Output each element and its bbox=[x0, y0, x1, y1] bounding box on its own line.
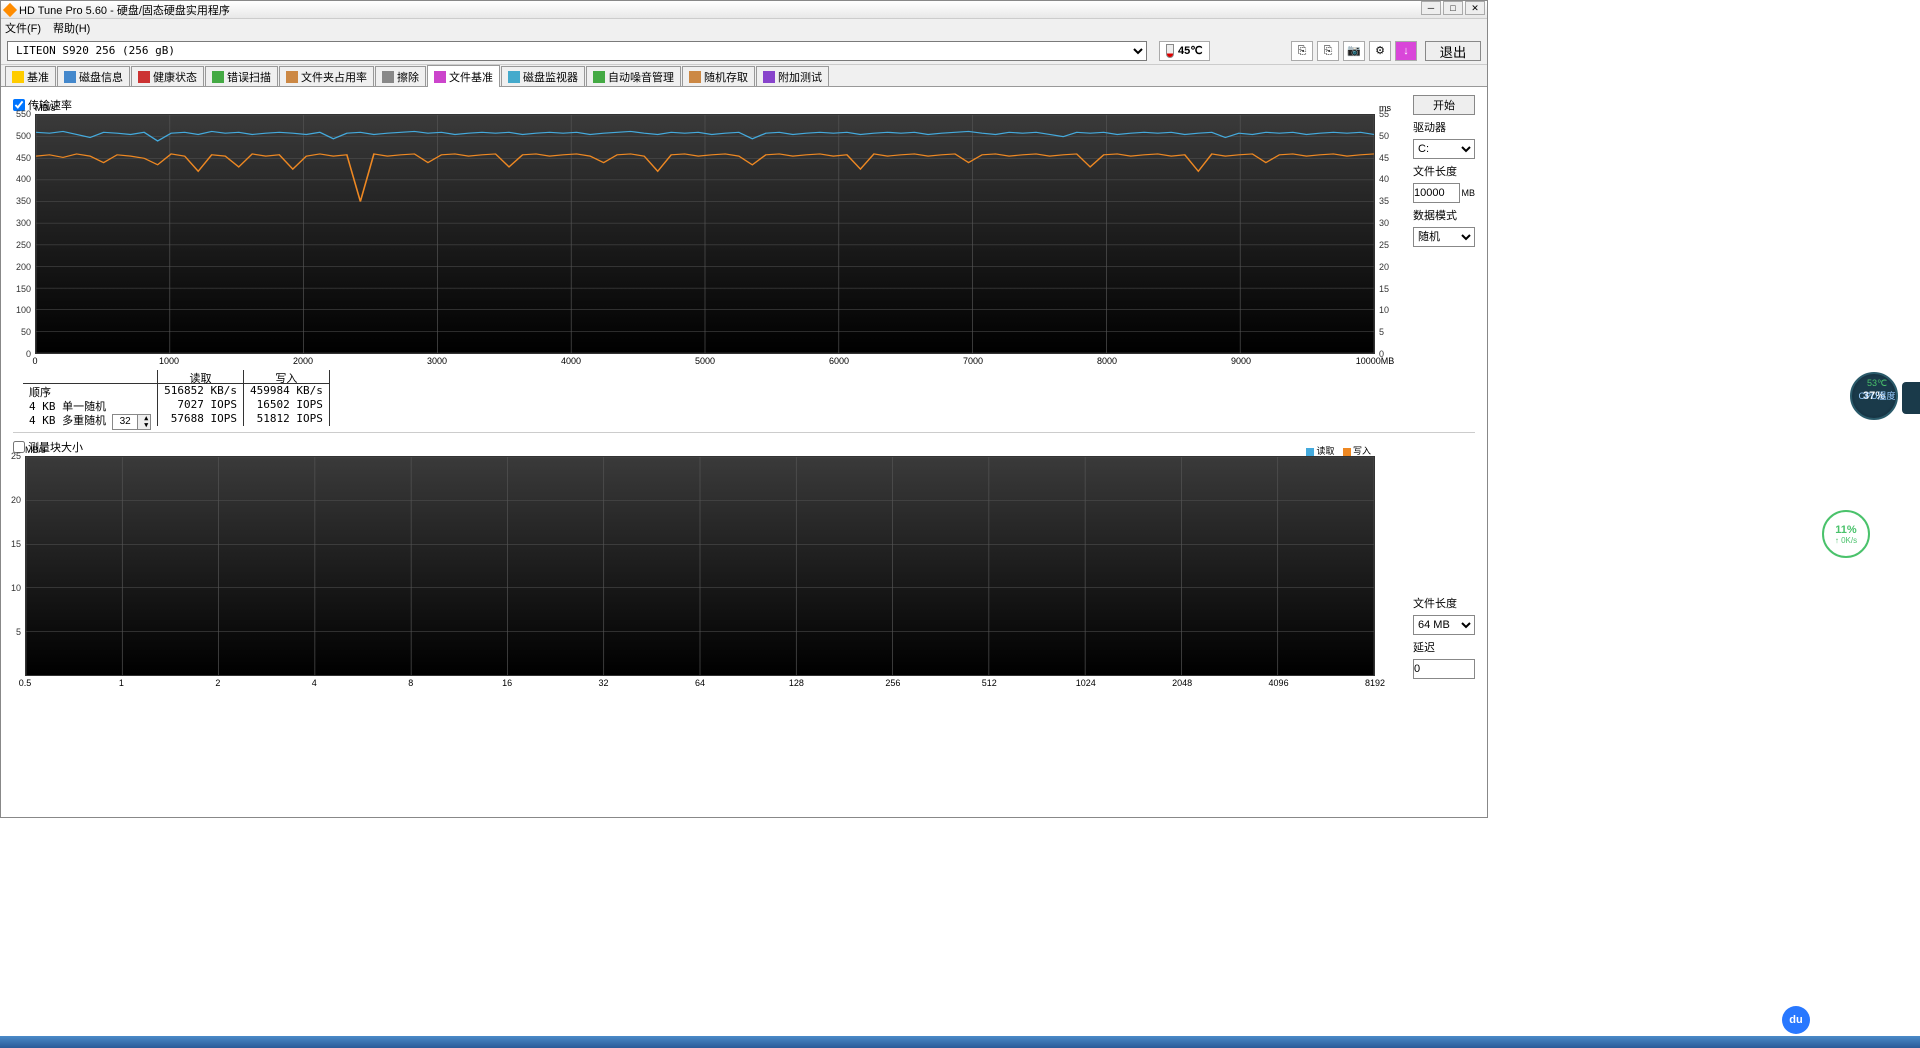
drive-label: 驱动器 bbox=[1413, 119, 1475, 135]
chart2 bbox=[25, 456, 1375, 676]
tab-随机存取[interactable]: 随机存取 bbox=[682, 66, 755, 86]
tab-icon bbox=[286, 71, 298, 83]
tab-icon bbox=[593, 71, 605, 83]
titlebar[interactable]: HD Tune Pro 5.60 - 硬盘/固态硬盘实用程序 ─ □ ✕ bbox=[1, 1, 1487, 19]
tab-擦除[interactable]: 擦除 bbox=[375, 66, 426, 86]
row-sequential: 顺序 bbox=[23, 384, 157, 398]
tab-icon bbox=[12, 71, 24, 83]
tab-icon bbox=[508, 71, 520, 83]
app-window: HD Tune Pro 5.60 - 硬盘/固态硬盘实用程序 ─ □ ✕ 文件(… bbox=[0, 0, 1488, 818]
start-button[interactable]: 开始 bbox=[1413, 95, 1475, 115]
tab-健康状态[interactable]: 健康状态 bbox=[131, 66, 204, 86]
blocksize-checkbox-row: 测量块大小 bbox=[13, 439, 1475, 455]
menu-help[interactable]: 帮助(H) bbox=[53, 20, 90, 36]
row-4kb-multi: 4 KB 多重随机▲▼ bbox=[23, 412, 157, 426]
file-length-label: 文件长度 bbox=[1413, 163, 1475, 179]
toolbar-row: LITEON S920 256 (256 gB) 45℃ ⎘ ⎘ 📷 ⚙ ↓ 退… bbox=[1, 37, 1487, 65]
exit-button[interactable]: 退出 bbox=[1425, 41, 1481, 61]
network-gauge[interactable]: 11% ↑ 0K/s bbox=[1822, 510, 1870, 558]
taskbar[interactable] bbox=[0, 1036, 1920, 1048]
side-panel: 开始 驱动器 C: 文件长度 MB 数据模式 随机 文件长度 64 MB 延迟 bbox=[1413, 95, 1475, 679]
drive-letter-select[interactable]: C: bbox=[1413, 139, 1475, 159]
tab-icon bbox=[434, 71, 446, 83]
tab-icon bbox=[763, 71, 775, 83]
queue-depth-spinner[interactable]: ▲▼ bbox=[112, 414, 151, 430]
menu-file[interactable]: 文件(F) bbox=[5, 20, 41, 36]
tab-文件夹占用率[interactable]: 文件夹占用率 bbox=[279, 66, 374, 86]
window-title: HD Tune Pro 5.60 - 硬盘/固态硬盘实用程序 bbox=[19, 2, 230, 18]
cpu-temp-label: 53℃ CPU温度 bbox=[1856, 378, 1898, 402]
temperature-display: 45℃ bbox=[1159, 41, 1210, 61]
delay-label: 延迟 bbox=[1413, 639, 1475, 655]
chart1-x-axis: 0100020003000400050006000700080009000100… bbox=[35, 354, 1375, 368]
tab-磁盘信息[interactable]: 磁盘信息 bbox=[57, 66, 130, 86]
tab-icon bbox=[138, 71, 150, 83]
file-length2-label: 文件长度 bbox=[1413, 595, 1475, 611]
chart1-y-axis-left: 550500450400350300250200150100500 bbox=[13, 114, 33, 368]
transfer-rate-checkbox-row: 传输速率 bbox=[13, 97, 1475, 113]
tab-磁盘监视器[interactable]: 磁盘监视器 bbox=[501, 66, 585, 86]
file-length-input[interactable] bbox=[1413, 183, 1460, 203]
results-table: 顺序 4 KB 单一随机 4 KB 多重随机▲▼ 读取 516852 KB/s … bbox=[23, 370, 1475, 426]
data-mode-select[interactable]: 随机 bbox=[1413, 227, 1475, 247]
toolbar-icon-1[interactable]: ⎘ bbox=[1291, 41, 1313, 61]
app-icon bbox=[3, 2, 17, 16]
tab-icon bbox=[382, 71, 394, 83]
chart1-unit-left: MB/s bbox=[35, 103, 56, 113]
chart2-y-axis-left: 252015105 bbox=[13, 456, 23, 690]
chart1-y-axis-right: 5550454035302520151050 bbox=[1377, 114, 1397, 368]
hdr-read: 读取 bbox=[158, 370, 243, 384]
row-4kb-single: 4 KB 单一随机 bbox=[23, 398, 157, 412]
tab-基准[interactable]: 基准 bbox=[5, 66, 56, 86]
chart2-x-axis: 0.512481632641282565121024204840968192 bbox=[25, 676, 1375, 690]
close-button[interactable]: ✕ bbox=[1465, 1, 1485, 15]
temperature-value: 45℃ bbox=[1178, 44, 1203, 57]
chart2-unit-left: MB/s bbox=[25, 445, 46, 455]
tab-附加测试[interactable]: 附加测试 bbox=[756, 66, 829, 86]
minimize-button[interactable]: ─ bbox=[1421, 1, 1441, 15]
drive-select[interactable]: LITEON S920 256 (256 gB) bbox=[7, 41, 1147, 61]
tab-icon bbox=[689, 71, 701, 83]
delay-input[interactable] bbox=[1413, 659, 1475, 679]
toolbar-icon-3[interactable]: 📷 bbox=[1343, 41, 1365, 61]
thermometer-icon bbox=[1166, 44, 1174, 58]
toolbar-icon-4[interactable]: ⚙ bbox=[1369, 41, 1391, 61]
toolbar-icon-2[interactable]: ⎘ bbox=[1317, 41, 1339, 61]
toolbar-icon-5[interactable]: ↓ bbox=[1395, 41, 1417, 61]
baidu-badge[interactable]: du bbox=[1782, 1006, 1810, 1034]
hdr-write: 写入 bbox=[244, 370, 329, 384]
chart1 bbox=[35, 114, 1375, 354]
tab-icon bbox=[64, 71, 76, 83]
data-mode-label: 数据模式 bbox=[1413, 207, 1475, 223]
file-length2-select[interactable]: 64 MB bbox=[1413, 615, 1475, 635]
tab-错误扫描[interactable]: 错误扫描 bbox=[205, 66, 278, 86]
maximize-button[interactable]: □ bbox=[1443, 1, 1463, 15]
tab-自动噪音管理[interactable]: 自动噪音管理 bbox=[586, 66, 681, 86]
tab-icon bbox=[212, 71, 224, 83]
tab-文件基准[interactable]: 文件基准 bbox=[427, 65, 500, 87]
content-area: 传输速率 MB/s ms 550500450400350300250200150… bbox=[1, 87, 1487, 817]
menubar: 文件(F) 帮助(H) bbox=[1, 19, 1487, 37]
tab-bar: 基准磁盘信息健康状态错误扫描文件夹占用率擦除文件基准磁盘监视器自动噪音管理随机存… bbox=[1, 65, 1487, 87]
